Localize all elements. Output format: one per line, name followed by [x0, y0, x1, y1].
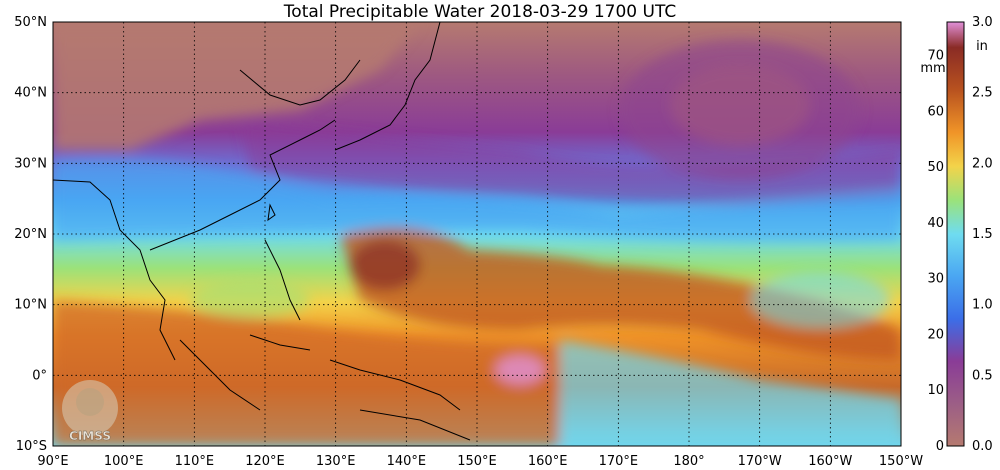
- in-tick: 0.5: [972, 368, 993, 383]
- lon-label: 150°W: [879, 454, 923, 469]
- mm-tick: 20: [927, 327, 944, 342]
- lon-label: 170°W: [738, 454, 782, 469]
- in-unit-label: in: [976, 39, 988, 54]
- lon-label: 90°E: [37, 454, 68, 469]
- map-frame: [52, 21, 902, 447]
- lat-label: 10°S: [16, 439, 47, 454]
- lon-label: 100°E: [104, 454, 144, 469]
- cimss-logo: CIMSS: [62, 380, 118, 443]
- mm-unit-label: mm: [920, 61, 945, 76]
- lon-label: 160°E: [528, 454, 568, 469]
- colorbar-scale: [946, 21, 965, 447]
- lat-label: 40°N: [14, 86, 47, 101]
- lon-label: 130°E: [316, 454, 356, 469]
- in-tick: 1.5: [972, 227, 993, 242]
- lat-label: 30°N: [14, 156, 47, 171]
- mm-tick: 50: [927, 160, 944, 175]
- mm-tick: 40: [927, 216, 944, 231]
- in-tick: 1.0: [972, 298, 993, 313]
- colorbar-in-ticks: 3.0 2.5 2.0 1.5 1.0 0.5 0.0: [972, 15, 993, 454]
- latitude-labels: 50°N 40°N 30°N 20°N 10°N 0° 10°S: [14, 15, 47, 454]
- colorbar: 70 60 50 40 30 20 10 0 3.0 2.5 2.0 1.5 1.0 0.5 0.0 mm…: [920, 15, 992, 454]
- in-tick: 0.0: [972, 439, 993, 454]
- lat-label: 10°N: [14, 298, 47, 313]
- lon-label: 160°W: [808, 454, 852, 469]
- mm-tick: 60: [927, 104, 944, 119]
- lon-label: 140°E: [387, 454, 427, 469]
- in-tick: 3.0: [972, 15, 993, 30]
- mm-tick: 0: [936, 439, 944, 454]
- mm-tick: 70: [927, 48, 944, 63]
- coastlines: [53, 22, 471, 441]
- colorbar-mm-ticks: 70 60 50 40 30 20 10 0: [927, 48, 944, 454]
- logo-text: CIMSS: [69, 429, 111, 443]
- graticule: [53, 22, 901, 446]
- lon-label: 170°E: [599, 454, 639, 469]
- mm-tick: 30: [927, 272, 944, 287]
- longitude-labels: 90°E 100°E 110°E 120°E 130°E 140°E 150°E 160°E 1…: [37, 454, 923, 469]
- mm-tick: 10: [927, 383, 944, 398]
- in-tick: 2.0: [972, 156, 993, 171]
- lon-label: 120°E: [245, 454, 285, 469]
- lat-label: 0°: [32, 368, 47, 383]
- map-title: Total Precipitable Water 2018-03-29 1700…: [283, 2, 677, 22]
- lat-label: 50°N: [14, 15, 47, 30]
- lon-label: 150°E: [457, 454, 497, 469]
- lon-label: 110°E: [175, 454, 215, 469]
- lat-label: 20°N: [14, 227, 47, 242]
- in-tick: 2.5: [972, 86, 993, 101]
- lon-label: 180°: [673, 454, 704, 469]
